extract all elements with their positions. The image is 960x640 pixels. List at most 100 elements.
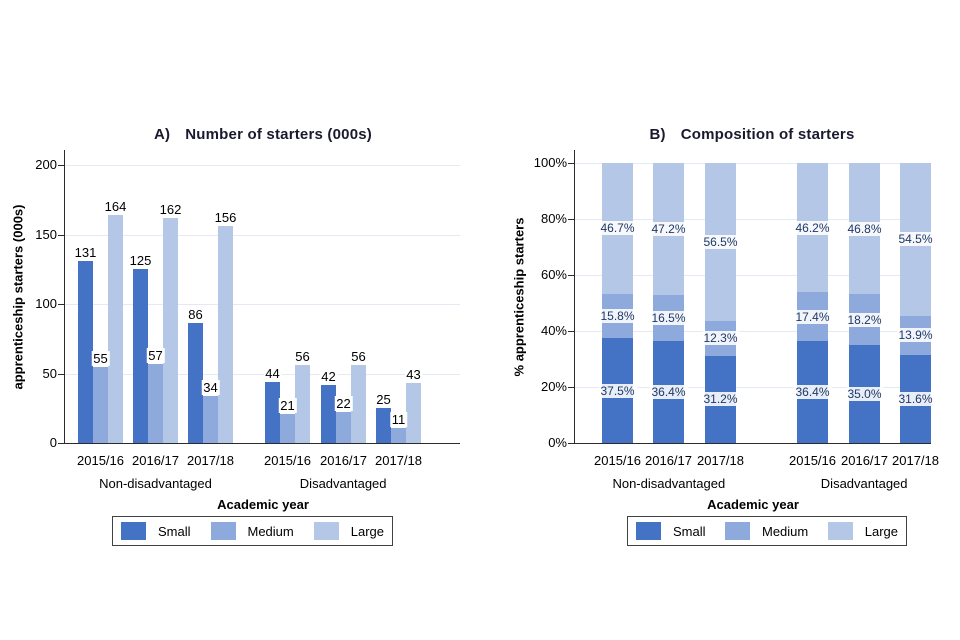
chart-b-segment-pct-label: 17.4% xyxy=(793,309,832,324)
chart-a-bar-value-label: 86 xyxy=(186,307,205,323)
chart-b-segment-pct-label: 31.6% xyxy=(896,391,935,406)
chart-a-bar-medium xyxy=(148,363,163,443)
chart-b-gridline xyxy=(575,163,931,164)
chart-b-segment-pct-label: 31.2% xyxy=(701,392,740,407)
chart-b-x-axis-title: Academic year xyxy=(707,497,799,512)
chart-b-y-tick-label: 60% xyxy=(540,267,567,282)
chart-b-segment-pct-label: 47.2% xyxy=(649,221,688,236)
chart-b-x-category-label: 2017/18 xyxy=(697,453,744,468)
chart-b-segment-pct-label: 16.5% xyxy=(649,310,688,325)
chart-a-bar-value-label: 56 xyxy=(293,349,312,365)
chart-a-bar-value-label: 43 xyxy=(404,367,423,383)
chart-a-gridline xyxy=(65,373,460,375)
chart-b-x-category-label: 2015/16 xyxy=(594,453,641,468)
chart-b-legend-label-small: Small xyxy=(673,523,706,539)
chart-a-bar-small xyxy=(321,384,336,443)
chart-a-y-tick-label: 50 xyxy=(42,365,57,381)
chart-a-x-category-label: 2017/18 xyxy=(187,453,234,468)
chart-a-bar-medium xyxy=(391,427,406,443)
chart-a-y-tick-mark xyxy=(58,304,64,305)
chart-a-bar-value-label: 21 xyxy=(278,397,297,413)
chart-a-bar-value-label: 162 xyxy=(157,201,184,217)
large-swatch xyxy=(313,522,339,540)
chart-b-gridline xyxy=(575,219,931,220)
chart-a-bar-large xyxy=(163,217,178,443)
chart-a-x-category-label: 2015/16 xyxy=(77,453,124,468)
chart-b-segment-pct-label: 35.0% xyxy=(845,387,884,401)
large-swatch xyxy=(827,522,853,540)
chart-a-x-category-label: 2016/17 xyxy=(132,453,179,468)
chart-b-gridline xyxy=(575,331,931,332)
chart-a-title-text: Number of starters (000s) xyxy=(185,126,372,143)
chart-a-y-tick-label: 0 xyxy=(49,435,57,450)
chart-a-title-prefix: A) xyxy=(154,126,171,143)
chart-a-x-axis-line xyxy=(64,443,460,444)
chart-b-segment-pct-label: 12.3% xyxy=(701,331,740,346)
chart-b-segment-pct-label: 56.5% xyxy=(701,235,740,250)
chart-b-segment-pct-label: 18.2% xyxy=(845,312,884,327)
chart-a-bar-large xyxy=(351,365,366,443)
chart-a-bar-small xyxy=(376,408,391,443)
chart-b-legend-item-large: Large xyxy=(827,522,898,540)
chart-a-bar-value-label: 42 xyxy=(319,368,338,384)
chart-a-bar-value-label: 131 xyxy=(72,244,99,260)
chart-a-bar-medium xyxy=(280,413,295,443)
chart-b-x-category-label: 2016/17 xyxy=(841,453,888,468)
chart-a-bar-value-label: 125 xyxy=(127,253,154,269)
chart-b-legend-label-medium: Medium xyxy=(762,523,809,539)
chart-b-y-tick-mark xyxy=(568,443,574,444)
chart-b-y-tick-label: 100% xyxy=(533,155,567,170)
chart-a-bar-value-label: 55 xyxy=(91,350,110,366)
chart-a-bar-value-label: 164 xyxy=(102,199,129,215)
chart-a-bar-medium xyxy=(93,366,108,443)
chart-b-segment-pct-label: 37.5% xyxy=(598,383,637,398)
chart-a-legend-label-large: Large xyxy=(350,523,384,539)
chart-a-x-axis-title: Academic year xyxy=(217,497,309,512)
chart-b-segment-pct-label: 13.9% xyxy=(896,328,935,343)
chart-a-bar-small xyxy=(188,323,203,443)
chart-b-y-tick-label: 0% xyxy=(548,435,567,450)
chart-a-y-tick-label: 100 xyxy=(35,296,57,311)
chart-a-gridline xyxy=(65,234,460,236)
chart-a-bar-value-label: 34 xyxy=(201,379,220,395)
chart-b-segment-pct-label: 46.8% xyxy=(845,221,884,236)
chart-b-title-text: Composition of starters xyxy=(680,126,855,143)
chart-b-gridline xyxy=(575,275,931,276)
chart-a-bar-medium xyxy=(336,412,351,443)
chart-b-y-tick-mark xyxy=(568,163,574,164)
chart-a-legend-item-medium: Medium xyxy=(210,522,294,540)
chart-b-legend-label-large: Large xyxy=(864,523,898,539)
chart-a-y-axis-line xyxy=(64,150,65,444)
small-swatch xyxy=(121,522,146,540)
chart-a-bar-large xyxy=(218,226,233,443)
chart-a-gridline xyxy=(65,165,460,166)
chart-b-x-category-label: 2016/17 xyxy=(645,453,692,468)
chart-a-y-tick-label: 200 xyxy=(35,157,57,172)
chart-a-legend: Small Medium Large xyxy=(112,516,393,546)
chart-a-bar-value-label: 25 xyxy=(374,392,393,408)
chart-b-y-axis-label: % apprenticeship starters xyxy=(511,217,527,377)
chart-a-bar-value-label: 11 xyxy=(389,411,408,427)
chart-a-x-group-label: Disadvantaged xyxy=(299,476,387,491)
chart-b-segment-pct-label: 15.8% xyxy=(598,308,637,323)
chart-b-y-axis-line xyxy=(574,150,575,444)
chart-b-y-tick-label: 20% xyxy=(540,379,567,394)
chart-a-y-tick-mark xyxy=(58,373,64,375)
chart-b-segment-pct-label: 36.4% xyxy=(649,385,688,400)
chart-a-bar-medium xyxy=(203,395,218,443)
chart-a-y-tick-mark xyxy=(58,234,64,236)
chart-b-title: B) Composition of starters xyxy=(649,126,854,143)
chart-b-y-tick-mark xyxy=(568,275,574,276)
chart-a-title: A) Number of starters (000s) xyxy=(154,126,372,143)
chart-a-bar-small xyxy=(265,381,280,443)
chart-a-bar-small xyxy=(78,260,93,443)
chart-a-legend-item-small: Small xyxy=(121,522,191,540)
chart-b-x-category-label: 2017/18 xyxy=(892,453,939,468)
chart-b-y-tick-label: 40% xyxy=(540,323,567,338)
chart-a-bar-value-label: 56 xyxy=(349,349,368,365)
chart-b-legend-item-small: Small xyxy=(636,522,706,540)
chart-a-legend-label-medium: Medium xyxy=(247,523,294,539)
chart-a-legend-label-small: Small xyxy=(158,523,191,539)
chart-a-bar-large xyxy=(295,365,310,443)
